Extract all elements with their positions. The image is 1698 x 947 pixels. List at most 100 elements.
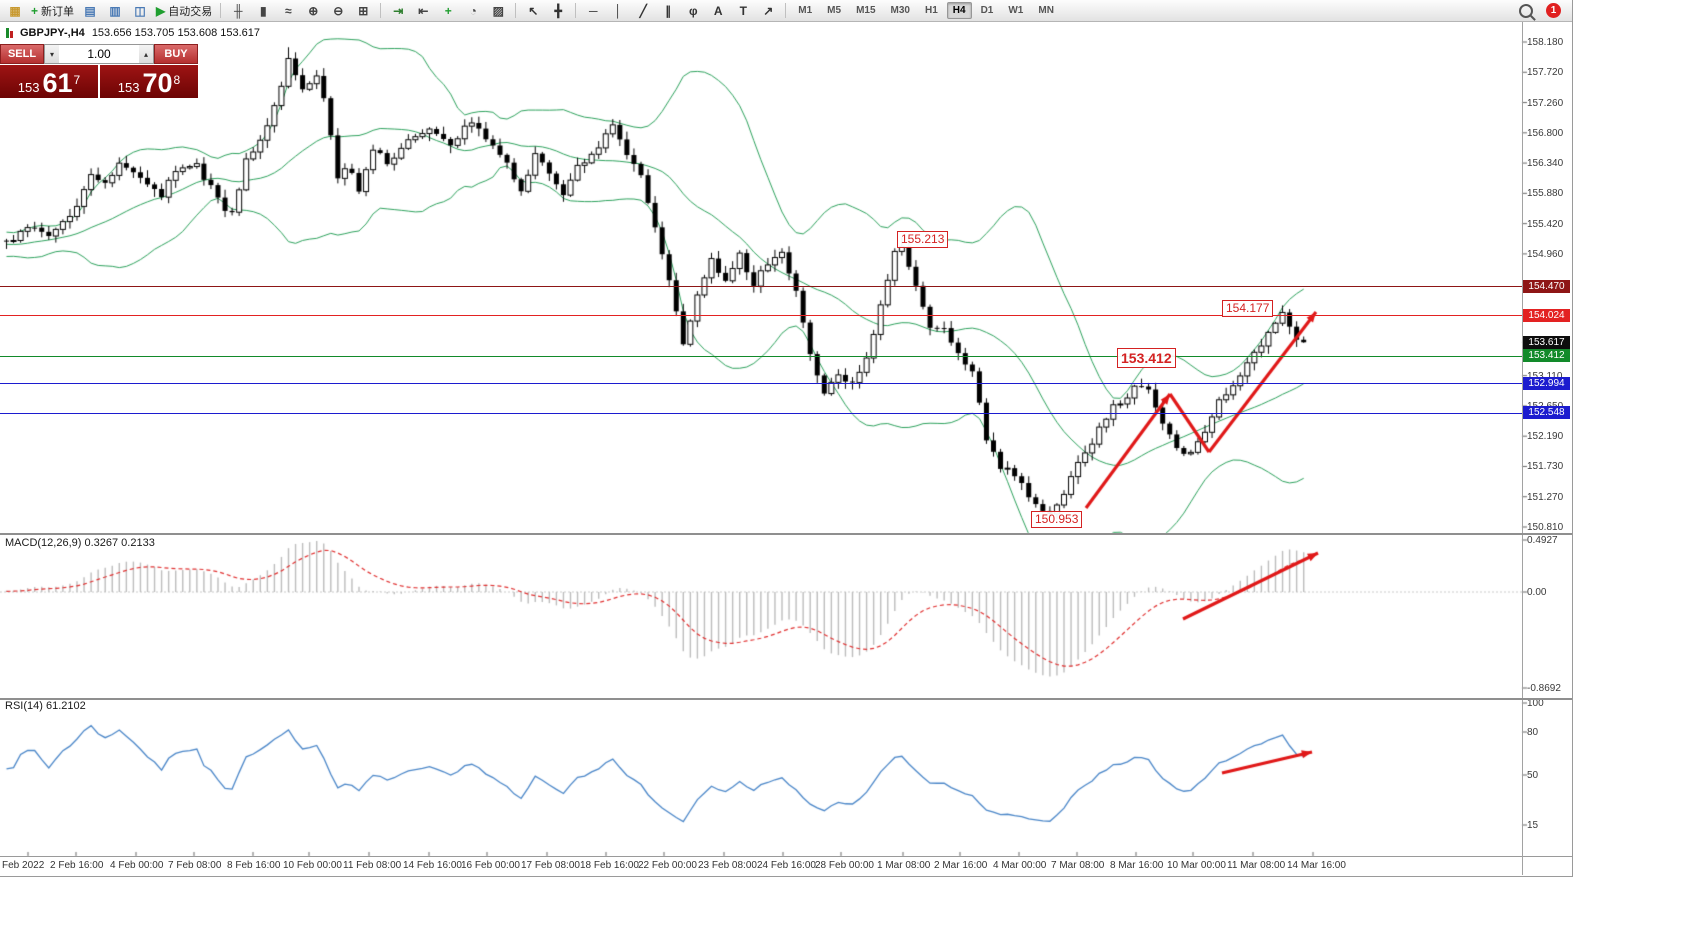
buy-price-pip: 8: [173, 73, 181, 87]
price-annotation: 150.953: [1031, 511, 1083, 528]
hline-152.994[interactable]: [0, 383, 1522, 385]
candlestick-chart-icon: ▮: [259, 3, 267, 18]
channel-button[interactable]: ∥: [656, 1, 680, 21]
chart-shift-button[interactable]: ⇤: [411, 1, 435, 21]
timeframe-m5[interactable]: M5: [827, 5, 842, 16]
candlestick-chart-button[interactable]: ▮: [251, 1, 275, 21]
tile-windows-button[interactable]: ⊞: [351, 1, 375, 21]
window-button[interactable]: ▦: [3, 1, 27, 21]
time-axis-label: 1 Mar 08:00: [877, 860, 931, 871]
price-axis-label: 152.190: [1527, 431, 1564, 443]
time-axis-label: 2 Mar 16:00: [934, 860, 988, 871]
vertical-line-icon: │: [614, 3, 623, 18]
time-axis-label: 24 Feb 16:00: [757, 860, 816, 871]
time-axis-label: 8 Feb 16:00: [227, 860, 281, 871]
time-axis-label: 2 Feb 16:00: [50, 860, 104, 871]
line-chart-button[interactable]: ≈: [276, 1, 300, 21]
buy-price-display[interactable]: 153 70 8: [100, 65, 198, 98]
time-axis-label: 11 Feb 08:00: [343, 860, 402, 871]
chart-canvas[interactable]: [0, 22, 1572, 875]
rsi-panel-divider[interactable]: [0, 698, 1572, 700]
search-button[interactable]: [1514, 1, 1538, 21]
price-annotation: 154.177: [1222, 300, 1274, 317]
price-axis-label: 151.270: [1527, 491, 1564, 503]
arrows-button[interactable]: ↗: [756, 1, 780, 21]
periods-button[interactable]: ◔: [461, 1, 485, 21]
symbol-name: GBPJPY-,H4: [20, 27, 85, 39]
time-axis-label: 7 Mar 08:00: [1051, 860, 1105, 871]
cursor-icon: ↖: [528, 3, 539, 18]
macd-panel-divider[interactable]: [0, 533, 1572, 535]
price-axis-label: 156.340: [1527, 158, 1564, 170]
toolbar-separator: [515, 3, 517, 18]
bar-chart-button[interactable]: ╫: [226, 1, 250, 21]
new-order-button[interactable]: + 新订单: [28, 1, 77, 21]
timeframe-d1[interactable]: D1: [980, 5, 994, 16]
market-watch-icon: ▥: [109, 3, 121, 18]
buy-button[interactable]: BUY: [154, 44, 198, 64]
label-button[interactable]: T: [731, 1, 755, 21]
zoom-out-button[interactable]: ⊖: [326, 1, 350, 21]
time-axis-label: 4 Mar 00:00: [993, 860, 1047, 871]
timeframe-mn[interactable]: MN: [1038, 5, 1054, 16]
tile-windows-icon: ⊞: [358, 3, 369, 18]
chart-shift-icon: ⇤: [418, 3, 429, 18]
templates-button[interactable]: ▨: [486, 1, 510, 21]
text-button[interactable]: A: [706, 1, 730, 21]
hline-154.024[interactable]: [0, 315, 1522, 317]
vertical-line-button[interactable]: │: [606, 1, 630, 21]
data-window-button[interactable]: ◫: [128, 1, 152, 21]
sell-button[interactable]: SELL: [0, 44, 44, 64]
cursor-button[interactable]: ↖: [521, 1, 545, 21]
macd-indicator-label: MACD(12,26,9) 0.3267 0.2133: [5, 537, 155, 549]
rsi-axis-label: 100: [1527, 698, 1544, 709]
rsi-axis-label: 15: [1527, 820, 1539, 831]
hline-154.470[interactable]: [0, 286, 1522, 288]
timeframe-m15[interactable]: M15: [856, 5, 876, 16]
time-axis-label: 28 Feb 00:00: [815, 860, 874, 871]
auto-scroll-button[interactable]: ⇥: [386, 1, 410, 21]
price-axis-label: 153.110: [1527, 371, 1562, 382]
sell-price-display[interactable]: 153 61 7: [0, 65, 98, 98]
volume-up-button[interactable]: ▴: [139, 45, 153, 63]
horizontal-line-button[interactable]: ─: [581, 1, 605, 21]
price-axis-label: 157.720: [1527, 67, 1564, 79]
auto-trading-icon: ▶: [156, 3, 166, 18]
templates-icon: ▨: [492, 3, 504, 18]
indicators-button[interactable]: +: [436, 1, 460, 21]
new-order-button-label: 新订单: [41, 5, 75, 18]
notification-badge[interactable]: 1: [1546, 3, 1561, 18]
fibonacci-button[interactable]: φ: [681, 1, 705, 21]
volume-input[interactable]: [59, 45, 139, 63]
time-axis-label: 7 Feb 08:00: [168, 860, 222, 871]
time-axis-label: 8 Mar 16:00: [1110, 860, 1164, 871]
chart-symbol-header: GBPJPY-,H4 153.656 153.705 153.608 153.6…: [6, 27, 260, 39]
hline-153.412[interactable]: [0, 355, 1522, 357]
market-watch-button[interactable]: ▥: [103, 1, 127, 21]
new-order-icon: +: [31, 3, 39, 18]
time-axis-label: 18 Feb 16:00: [580, 860, 639, 871]
trendline-button[interactable]: ╱: [631, 1, 655, 21]
trendline-icon: ╱: [639, 3, 647, 18]
price-axis-label: 151.730: [1527, 461, 1564, 473]
timeframe-h1[interactable]: H1: [924, 5, 938, 16]
timeframe-h4[interactable]: H4: [946, 2, 972, 19]
price-axis-label: 155.420: [1527, 218, 1564, 230]
crosshair-button[interactable]: ╋: [546, 1, 570, 21]
timeframe-m30[interactable]: M30: [890, 5, 910, 16]
time-axis-label: 10 Feb 00:00: [283, 860, 342, 871]
time-axis-label: 14 Feb 16:00: [403, 860, 462, 871]
timeframe-w1[interactable]: W1: [1008, 5, 1024, 16]
auto-trading-button[interactable]: ▶ 自动交易: [153, 1, 215, 21]
timeframe-m1[interactable]: M1: [798, 5, 813, 16]
time-axis-label: 11 Mar 08:00: [1227, 860, 1286, 871]
hline-152.548[interactable]: [0, 412, 1522, 414]
label-icon: T: [739, 3, 747, 18]
profiles-button[interactable]: ▤: [78, 1, 102, 21]
time-axis-divider: [0, 856, 1572, 857]
zoom-in-icon: ⊕: [308, 3, 319, 18]
text-icon: A: [713, 3, 723, 18]
toolbar-right: 1: [1514, 1, 1561, 21]
volume-down-button[interactable]: ▾: [45, 45, 59, 63]
zoom-in-button[interactable]: ⊕: [301, 1, 325, 21]
